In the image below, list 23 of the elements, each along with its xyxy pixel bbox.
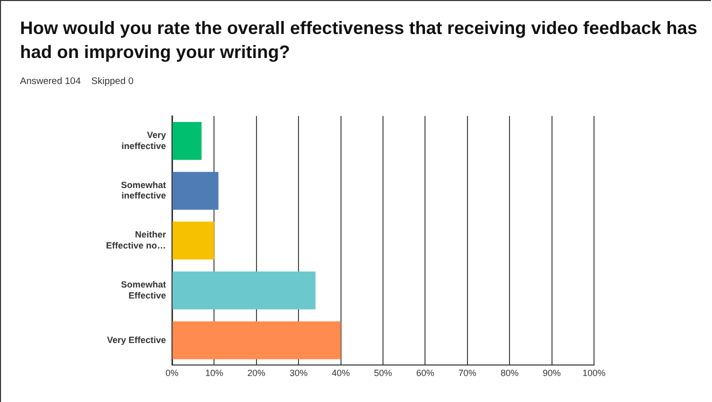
x-tick-label: 30%: [290, 368, 308, 378]
x-tick-label: 60%: [416, 368, 434, 378]
chart-title: How would you rate the overall effectiveness that receiving video feedback has had on improving your writing?: [20, 17, 698, 64]
x-tick-label: 80%: [500, 368, 519, 378]
y-tick-label: Somewhat ineffective: [120, 180, 166, 201]
bar: [172, 321, 341, 360]
y-tick-label: Neither Effective no…: [106, 230, 166, 250]
x-tick-label: 50%: [374, 368, 392, 378]
x-tick-label: 100%: [582, 368, 606, 378]
bar: [172, 172, 218, 210]
x-tick-label: 90%: [542, 368, 561, 378]
bar: [172, 222, 214, 260]
x-tick-label: 20%: [247, 368, 266, 378]
x-tick-label: 10%: [205, 368, 224, 378]
bar: [172, 122, 202, 160]
x-tick-label: 0%: [166, 368, 179, 378]
x-tick-label: 40%: [332, 368, 350, 378]
y-tick-label: Somewhat Effective: [120, 280, 166, 300]
text: Answered 104 Skipped 0: [20, 76, 134, 87]
x-tick-label: 70%: [458, 368, 476, 378]
y-tick-label: Very Effective: [106, 334, 166, 345]
y-tick-label: Very ineffective: [121, 130, 166, 151]
bar: [172, 272, 316, 310]
